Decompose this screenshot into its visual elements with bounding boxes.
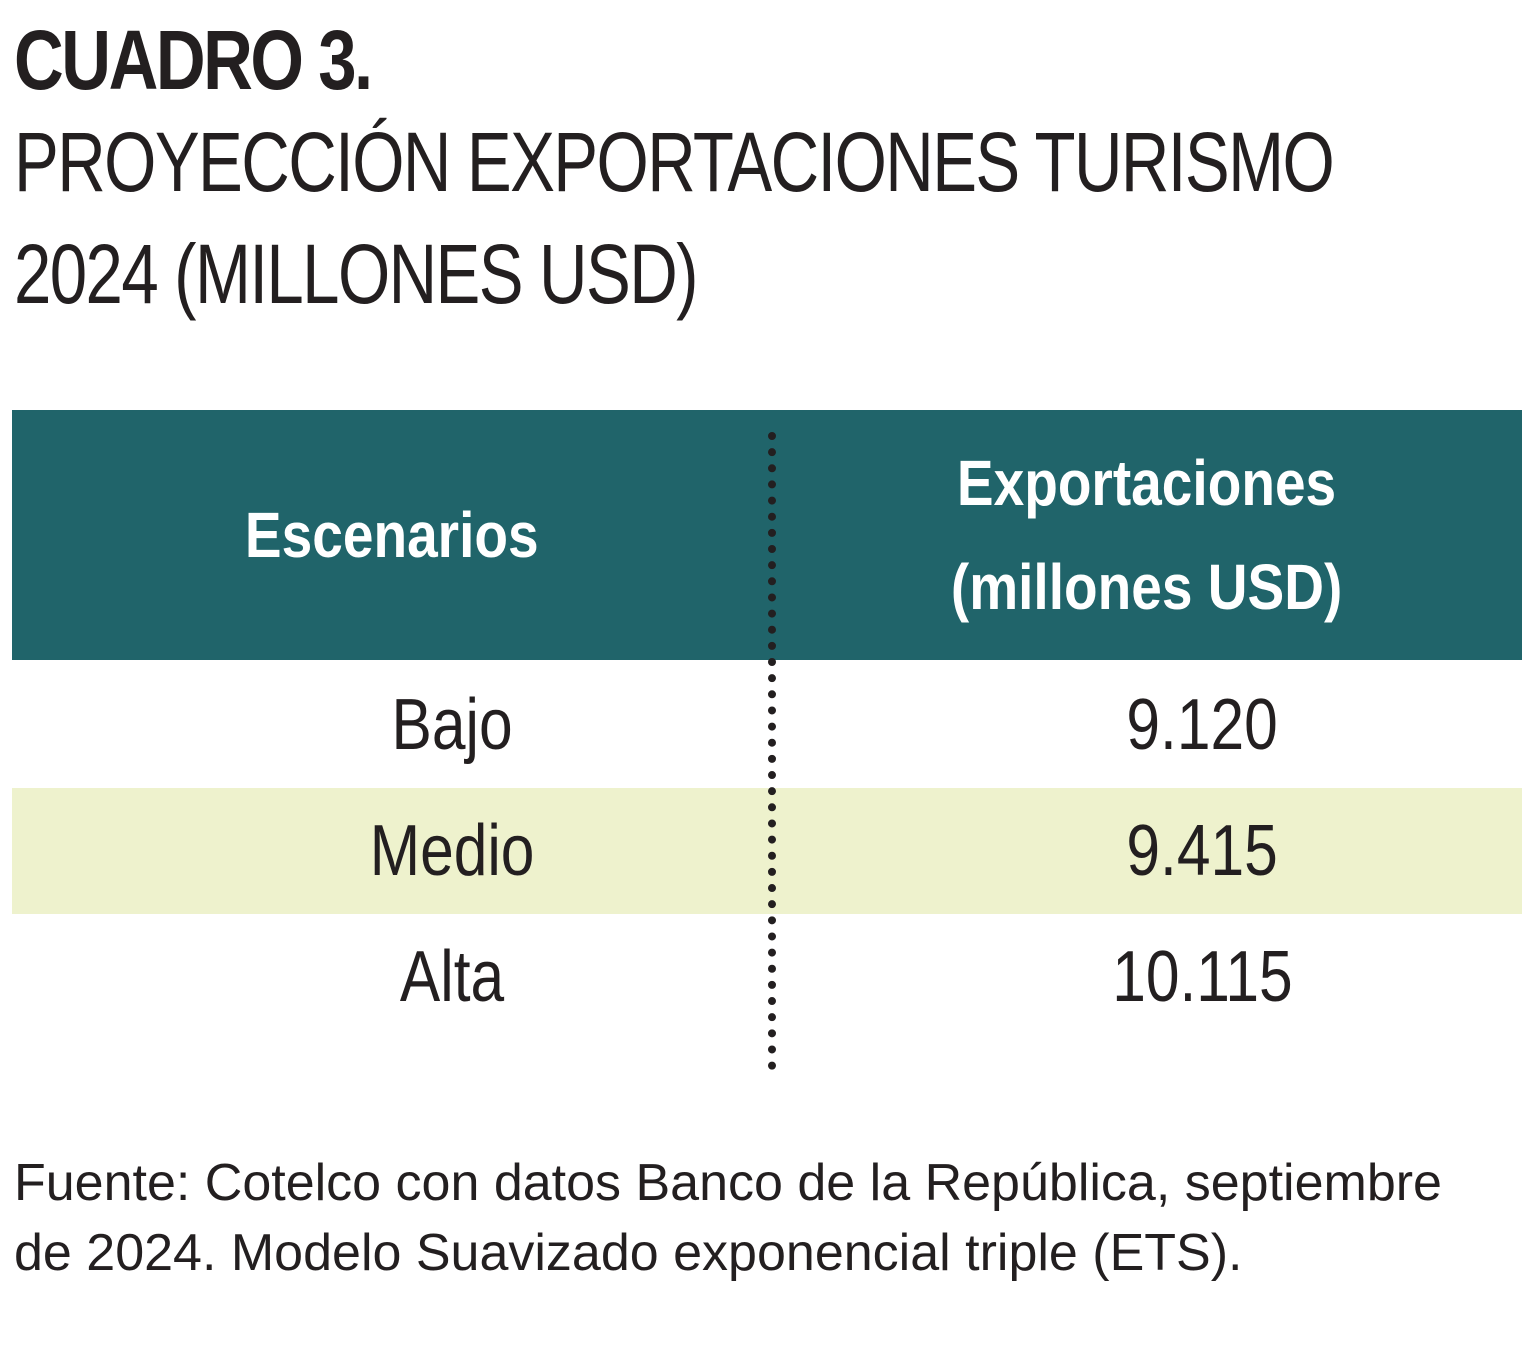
value-cell: 9.415	[812, 788, 1538, 914]
header-exports: Exportaciones (millones USD)	[772, 410, 1522, 660]
table-title-line-2: 2024 (MILLONES USD)	[14, 227, 699, 321]
export-value: 9.120	[1126, 685, 1278, 765]
column-divider	[768, 432, 776, 1070]
table-row: Bajo 9.120	[12, 662, 1522, 788]
scenario-label: Medio	[369, 811, 535, 891]
table-row: Alta 10.115	[12, 914, 1522, 1040]
export-value: 9.415	[1126, 811, 1278, 891]
header-exports-label-2: (millones USD)	[951, 551, 1343, 623]
table-title-line-1: PROYECCIÓN EXPORTACIONES TURISMO	[14, 115, 1335, 209]
table-number-label: CUADRO 3.	[14, 13, 373, 107]
scenario-cell: Bajo	[52, 662, 852, 788]
table-row: Medio 9.415	[12, 788, 1522, 914]
scenario-label: Bajo	[391, 685, 513, 765]
header-scenarios-label: Escenarios	[245, 499, 539, 571]
source-note: Fuente: Cotelco con datos Banco de la Re…	[14, 1154, 1442, 1282]
value-cell: 9.120	[812, 662, 1538, 788]
export-value: 10.115	[1111, 937, 1293, 1017]
scenario-label: Alta	[399, 937, 505, 1017]
scenario-cell: Alta	[52, 914, 852, 1040]
value-cell: 10.115	[812, 914, 1538, 1040]
projection-table: Escenarios Exportaciones (millones USD) …	[12, 410, 1522, 1070]
title-block: CUADRO 3. PROYECCIÓN EXPORTACIONES TURIS…	[14, 14, 1524, 330]
header-exports-label-1: Exportaciones	[957, 447, 1337, 519]
scenario-cell: Medio	[52, 788, 852, 914]
header-scenarios: Escenarios	[12, 410, 772, 660]
table-header: Escenarios Exportaciones (millones USD)	[12, 410, 1522, 660]
